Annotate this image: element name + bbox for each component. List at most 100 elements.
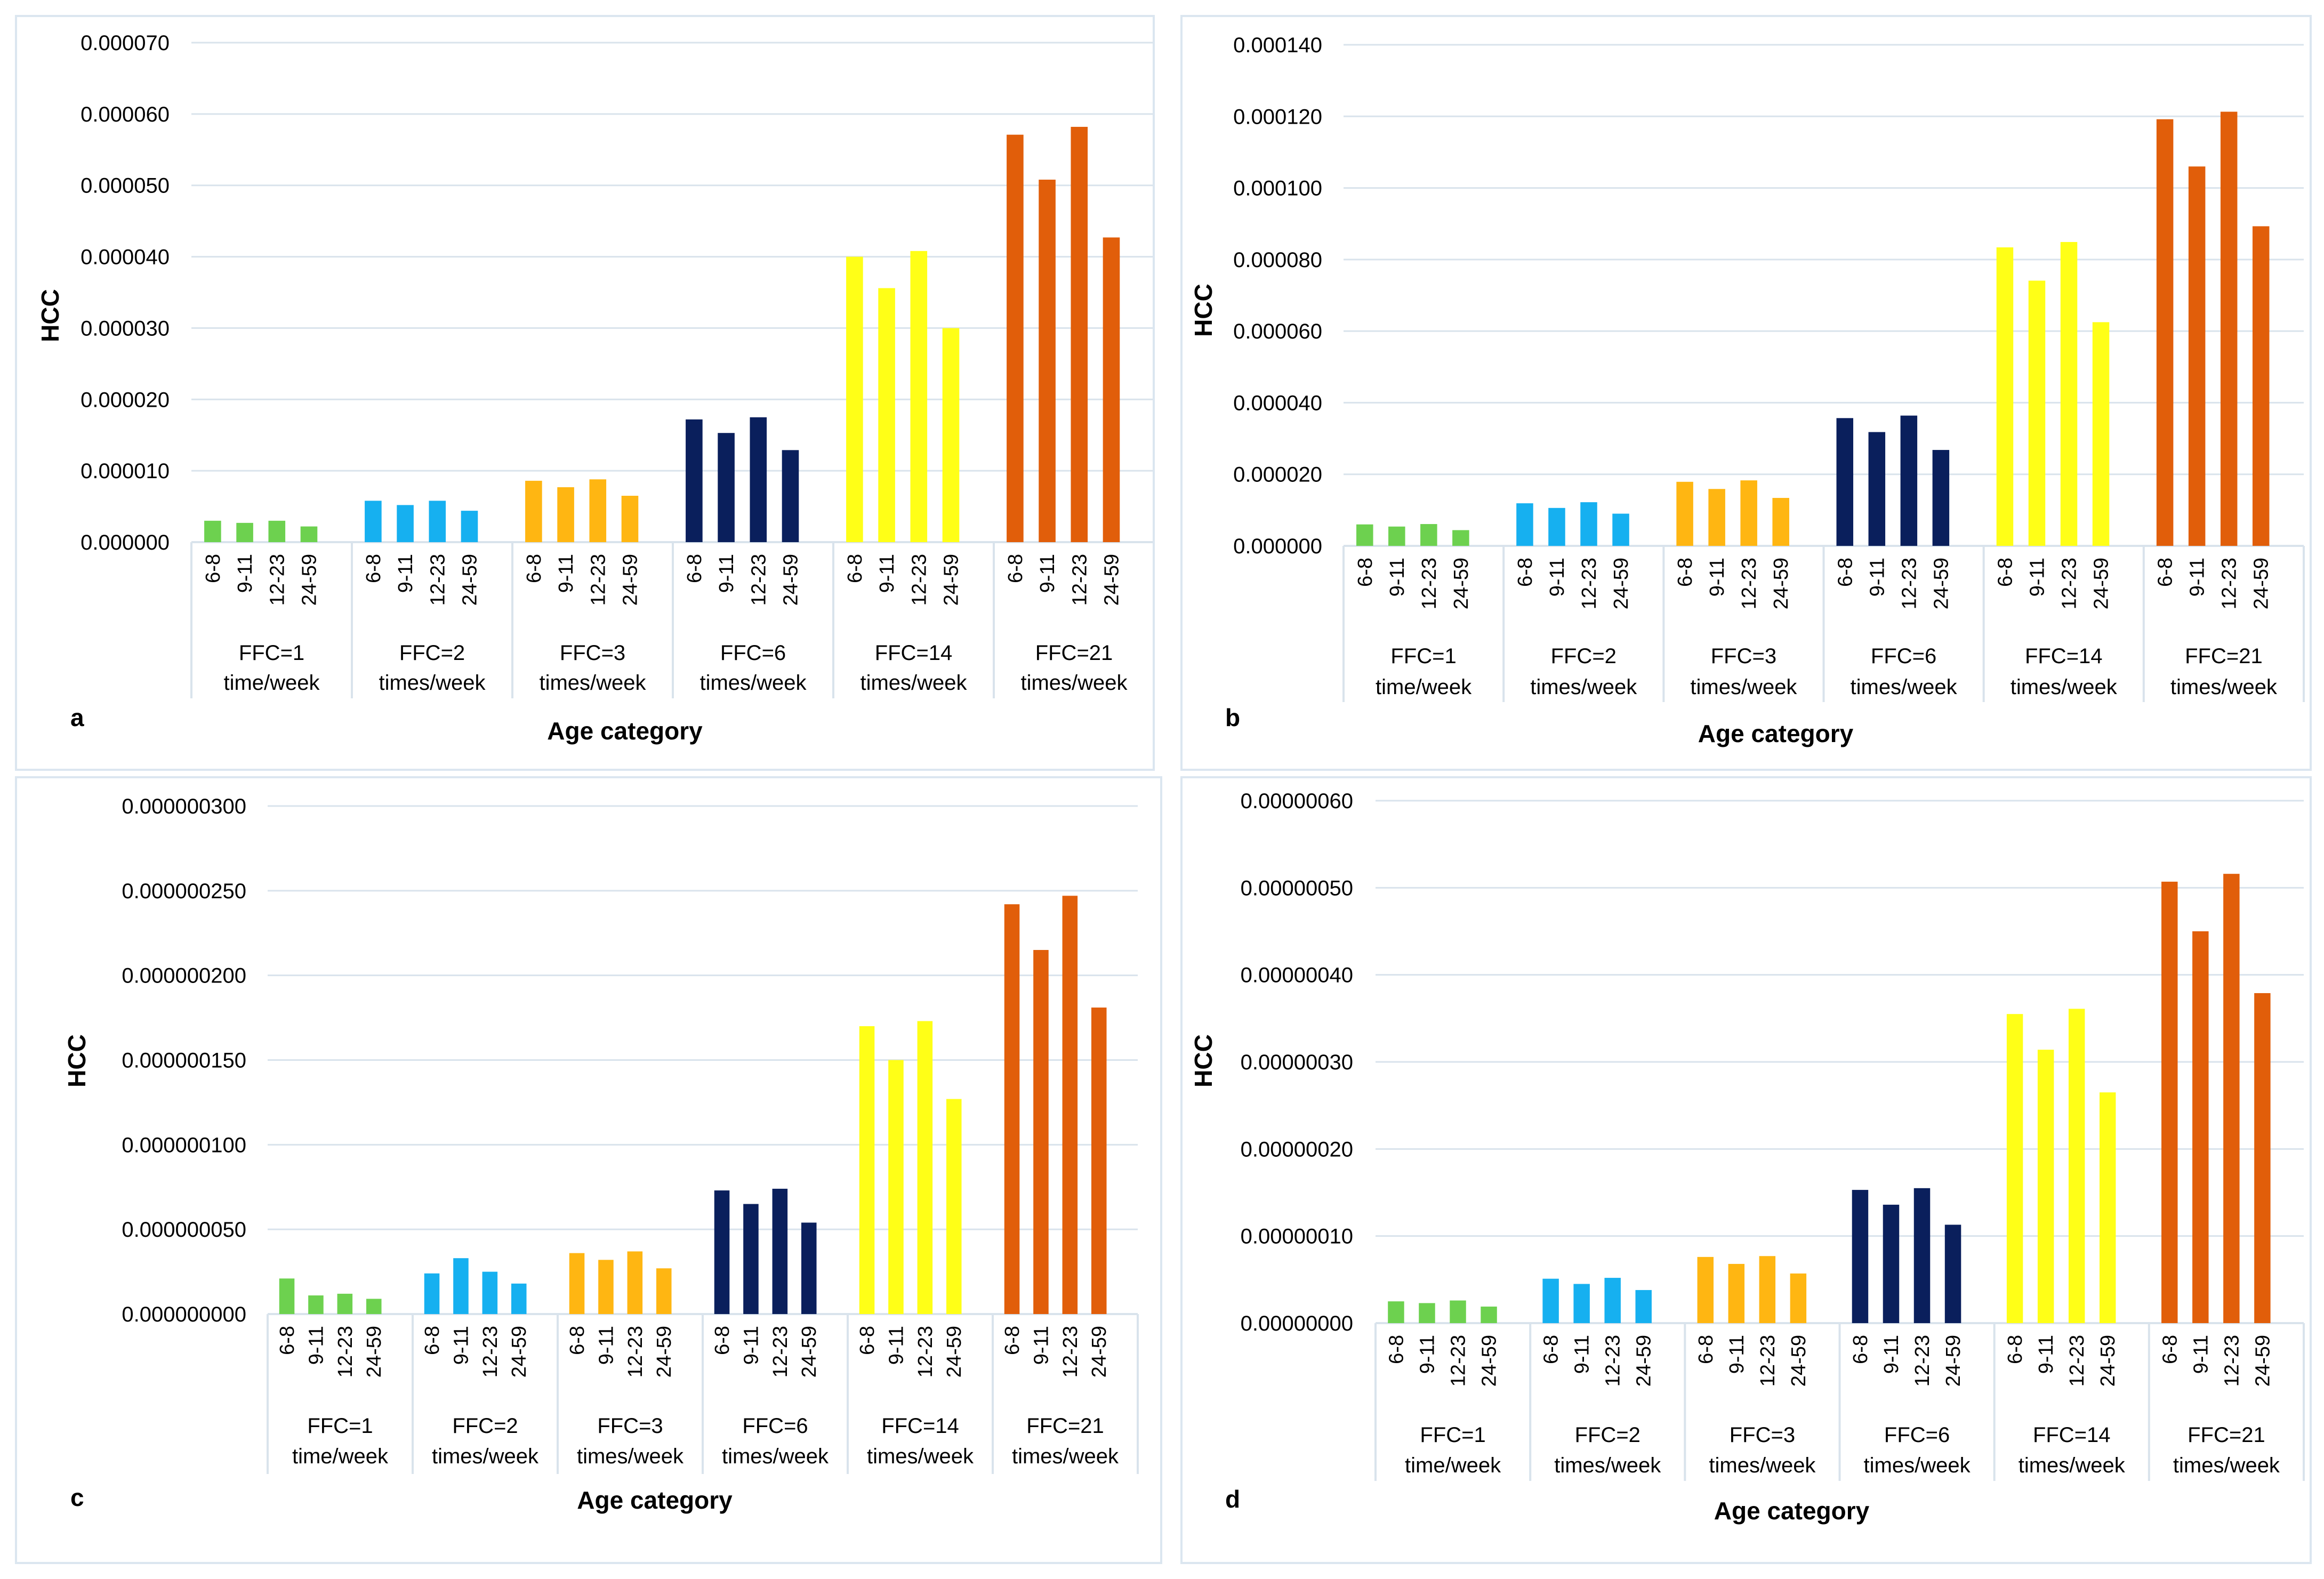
bar	[308, 1295, 324, 1314]
bar	[204, 520, 221, 542]
y-tick-label: 0.000070	[81, 31, 170, 55]
age-tick-label: 12-23	[1738, 558, 1760, 609]
age-tick-label: 12-23	[747, 554, 770, 606]
bar	[888, 1060, 904, 1314]
age-tick-label: 6-8	[1385, 1335, 1408, 1364]
group-label-line1: FFC=14	[881, 1414, 959, 1438]
bar	[365, 501, 382, 542]
age-tick-label: 24-59	[363, 1326, 385, 1377]
age-tick-label: 6-8	[566, 1326, 589, 1355]
bar	[1913, 1188, 1931, 1323]
age-tick-label: 9-11	[2186, 558, 2209, 597]
age-tick-label: 24-59	[2251, 1335, 2274, 1387]
bar	[366, 1299, 382, 1314]
y-tick-label: 0.00000000	[1241, 1312, 1353, 1335]
bar	[686, 419, 703, 542]
age-tick-label: 6-8	[1004, 554, 1027, 583]
panel-label: b	[1225, 704, 1240, 731]
age-tick-label: 12-23	[2066, 1335, 2088, 1387]
age-tick-label: 24-59	[779, 554, 802, 606]
bar	[1635, 1290, 1652, 1323]
y-tick-label: 0.000000250	[122, 880, 246, 903]
bar	[2156, 119, 2174, 546]
group-label-line2: time/week	[223, 671, 320, 695]
bar	[1071, 126, 1088, 543]
bar	[1388, 526, 1405, 546]
y-tick-label: 0.00000060	[1241, 790, 1353, 813]
group-label-line1: FFC=1	[307, 1414, 373, 1438]
group-label-line2: times/week	[1864, 1454, 1971, 1477]
bar	[1836, 418, 1854, 546]
y-tick-label: 0.000000100	[122, 1133, 246, 1157]
age-tick-label: 12-23	[479, 1326, 502, 1377]
y-tick-label: 0.000000000	[122, 1303, 246, 1326]
age-tick-label: 24-59	[298, 554, 320, 606]
bar	[589, 479, 607, 542]
group-label-line1: FFC=3	[1730, 1423, 1795, 1447]
age-tick-label: 6-8	[1001, 1326, 1024, 1355]
chart-panel-d: 0.00000000 0.00000010 0.00000020 0.00000030…	[1180, 776, 2312, 1564]
age-tick-label: 24-59	[1788, 1335, 1810, 1387]
bar	[2220, 111, 2238, 546]
panel-label: c	[70, 1484, 84, 1511]
group-label-line1: FFC=14	[2025, 645, 2103, 668]
age-tick-label: 24-59	[798, 1326, 821, 1377]
y-tick-label: 0.000120	[1233, 105, 1322, 128]
y-tick-label: 0.00000030	[1241, 1051, 1353, 1074]
bar	[1900, 415, 1918, 546]
bar	[946, 1099, 962, 1314]
x-axis-title: Age category	[577, 1486, 733, 1514]
age-tick-label: 12-23	[587, 554, 609, 606]
age-tick-label: 12-23	[1911, 1335, 1934, 1387]
group-label-line2: times/week	[1012, 1445, 1119, 1468]
panel-label: d	[1225, 1485, 1240, 1513]
bar	[750, 417, 767, 542]
bar	[2223, 874, 2240, 1323]
group-label-line2: times/week	[379, 671, 486, 695]
bar	[1356, 524, 1373, 546]
bar	[2006, 1014, 2023, 1323]
age-tick-label: 24-59	[2250, 558, 2273, 609]
group-label-line1: FFC=2	[1551, 645, 1617, 668]
bar	[782, 450, 799, 542]
bar	[1772, 498, 1789, 546]
age-tick-label: 6-8	[1514, 558, 1537, 587]
bar	[656, 1268, 672, 1314]
age-tick-label: 6-8	[1849, 1335, 1872, 1364]
age-tick-label: 9-11	[1866, 558, 1888, 597]
age-tick-label: 6-8	[1994, 558, 2016, 587]
bar	[1481, 1306, 1497, 1323]
bar	[627, 1251, 643, 1314]
age-tick-label: 12-23	[914, 1326, 937, 1377]
y-axis-title: HCC	[1189, 284, 1217, 337]
y-tick-label: 0.000040	[1233, 391, 1322, 415]
bar	[1516, 503, 1533, 546]
bar	[1868, 432, 1886, 546]
age-tick-label: 6-8	[2159, 1335, 2181, 1364]
group-label-line2: times/week	[2019, 1454, 2126, 1477]
bar	[1450, 1300, 1466, 1323]
age-tick-label: 9-11	[885, 1326, 907, 1365]
bar	[1573, 1284, 1590, 1323]
age-tick-label: 12-23	[266, 554, 288, 606]
age-tick-label: 9-11	[1416, 1335, 1438, 1374]
y-tick-label: 0.000080	[1233, 248, 1322, 272]
bar	[300, 526, 318, 542]
group-label-line2: times/week	[867, 1445, 974, 1468]
age-tick-label: 9-11	[2026, 558, 2048, 597]
group-label-line1: FFC=21	[1026, 1414, 1104, 1438]
age-tick-label: 9-11	[740, 1326, 762, 1365]
bar	[598, 1260, 614, 1314]
age-tick-label: 9-11	[450, 1326, 472, 1365]
chart-panel-b: 0.000000 0.000020 0.000040 0.000060 0.000080…	[1180, 15, 2312, 771]
age-tick-label: 9-11	[555, 554, 577, 593]
age-tick-label: 6-8	[276, 1326, 299, 1355]
age-tick-label: 6-8	[1674, 558, 1696, 587]
bar	[1103, 237, 1120, 542]
age-tick-label: 24-59	[619, 554, 641, 606]
age-tick-label: 6-8	[711, 1326, 734, 1355]
y-tick-label: 0.000000300	[122, 795, 246, 818]
bar	[2092, 322, 2110, 546]
group-label-line2: times/week	[1530, 675, 1637, 699]
bar	[279, 1278, 295, 1314]
